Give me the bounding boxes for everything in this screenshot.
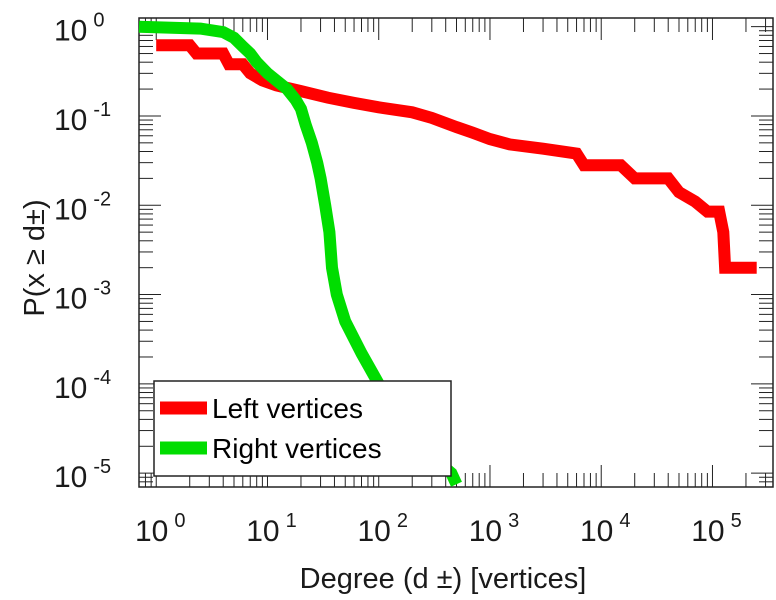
legend: Left vertices Right vertices <box>153 380 452 477</box>
x-axis-label: Degree (d ±) [vertices] <box>300 563 587 595</box>
x-tick-label: 10 3 <box>469 510 519 548</box>
series-line-left-vertices <box>156 39 757 274</box>
y-axis-label: P(x ≥ d±) <box>19 199 51 316</box>
y-tick-label: 10 -2 <box>54 188 111 226</box>
y-tick-label: 10 -4 <box>54 367 111 405</box>
x-tick-label: 10 4 <box>580 510 631 548</box>
x-tick-labels: 10 0 10 1 10 2 10 3 10 4 10 5 <box>135 510 742 548</box>
y-tick-label: 10 -5 <box>54 456 111 494</box>
legend-label-left: Left vertices <box>212 393 363 424</box>
x-tick-label: 10 0 <box>135 510 186 548</box>
y-tick-label: 10 -1 <box>54 99 111 137</box>
y-tick-label: 10 0 <box>54 10 105 48</box>
y-tick-label: 10 -3 <box>54 278 111 316</box>
minor-ticks <box>138 18 773 488</box>
x-tick-label: 10 5 <box>691 510 742 548</box>
x-tick-label: 10 1 <box>246 510 297 548</box>
legend-label-right: Right vertices <box>212 433 382 464</box>
x-tick-label: 10 2 <box>357 510 408 548</box>
major-ticks <box>139 18 773 487</box>
legend-box <box>153 380 452 477</box>
